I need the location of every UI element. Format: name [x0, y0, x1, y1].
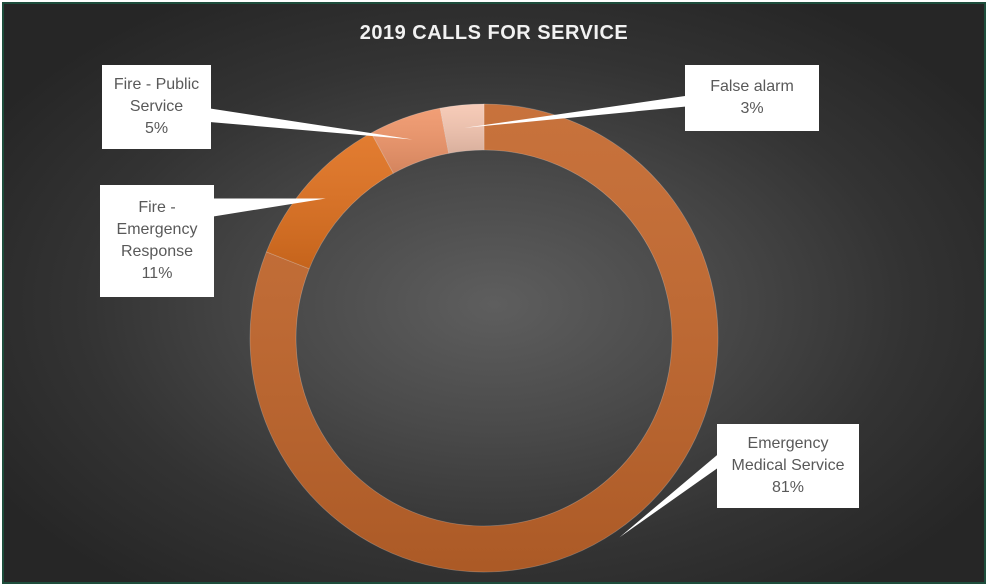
leader-line [464, 96, 685, 128]
slice-shade [371, 108, 449, 174]
label-line: Service [129, 98, 184, 115]
data-label-emergency-medical-service: Emergency Medical Service 81% [717, 424, 859, 508]
label-line: Emergency [116, 221, 198, 238]
label-value: 81% [771, 479, 805, 496]
label-value: 5% [144, 120, 169, 137]
chart-title: 2019 CALLS FOR SERVICE [359, 22, 629, 44]
data-label-false-alarm: False alarm 3% [685, 65, 819, 131]
label-value: 3% [740, 100, 764, 117]
label-line: Fire - Public [113, 76, 200, 93]
label-line: False alarm [710, 78, 794, 95]
data-label-fire-public-service: Fire - Public Service 5% [102, 65, 211, 149]
slice-shade [266, 132, 394, 269]
leader-line [214, 198, 326, 217]
label-line: Medical Service [731, 457, 845, 474]
label-line: Fire - [138, 199, 176, 216]
data-label-fire-emergency-response: Fire - Emergency Response 11% [100, 185, 214, 297]
slice-shade [440, 104, 484, 154]
leader-line [211, 108, 413, 140]
donut-chart [211, 96, 719, 573]
label-value: 11% [141, 265, 173, 282]
leader-line [619, 455, 717, 538]
label-line: Emergency [747, 435, 829, 452]
label-line: Response [120, 243, 194, 260]
